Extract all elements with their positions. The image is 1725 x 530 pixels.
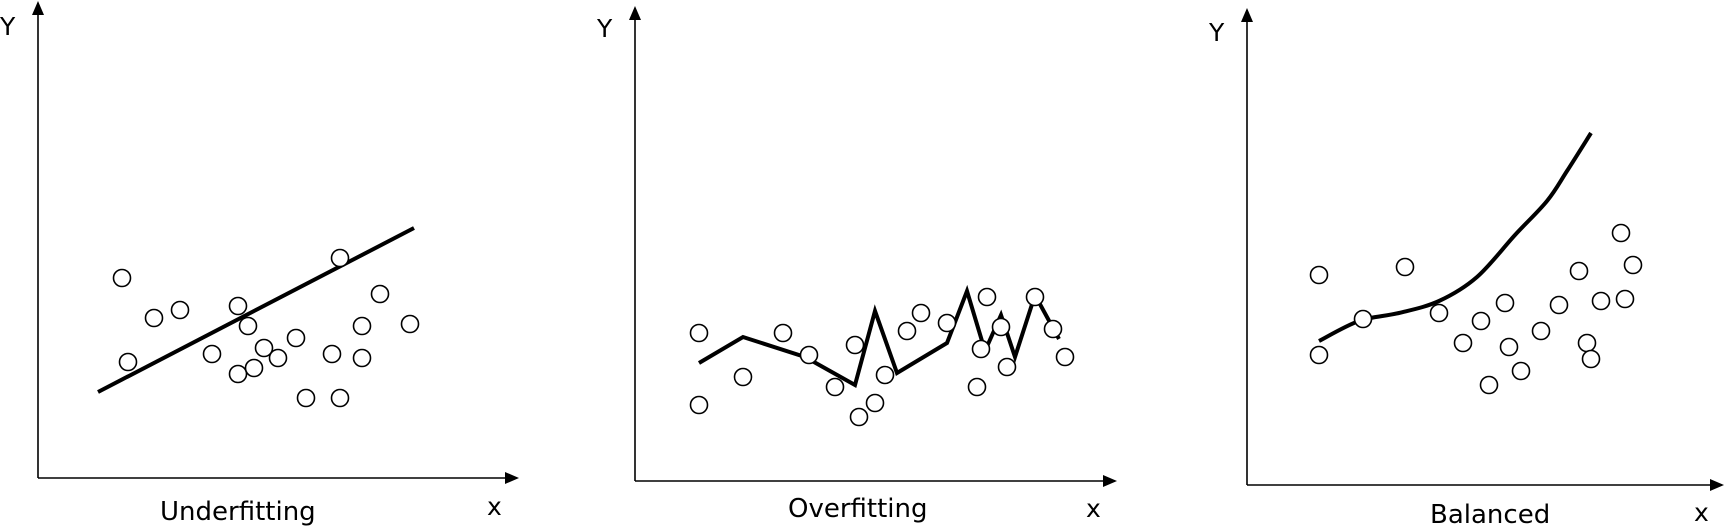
underfitting-data-point (352, 348, 372, 368)
overfitting-panel (629, 6, 1117, 487)
overfitting-data-point (967, 377, 987, 397)
underfitting-data-point (322, 344, 342, 364)
underfitting-fit-line (97, 226, 415, 394)
balanced-data-point (1495, 293, 1515, 313)
underfitting-data-point (244, 358, 264, 378)
balanced-data-point (1569, 261, 1589, 281)
underfitting-data-point (286, 328, 306, 348)
underfitting-panel (32, 1, 519, 484)
balanced-data-point (1499, 337, 1519, 357)
balanced-data-point (1395, 257, 1415, 277)
underfitting-data-point (400, 314, 420, 334)
overfitting-caption: Overfitting (788, 494, 928, 524)
underfitting-data-point (118, 352, 138, 372)
overfitting-data-point (937, 313, 957, 333)
overfitting-data-point (825, 377, 845, 397)
balanced-x-axis-label: x (1694, 498, 1709, 527)
balanced-data-point (1309, 345, 1329, 365)
balanced-caption: Balanced (1430, 500, 1551, 530)
overfitting-data-point (991, 317, 1011, 337)
overfitting-x-axis-label: x (1086, 494, 1101, 523)
underfitting-data-point (170, 300, 190, 320)
underfitting-y-axis-label: Y (0, 12, 16, 41)
balanced-data-point (1429, 303, 1449, 323)
balanced-fit-line (1318, 131, 1593, 343)
balanced-data-point (1611, 223, 1631, 243)
underfitting-data-point (268, 348, 288, 368)
overfitting-data-point (849, 407, 869, 427)
balanced-data-point (1549, 295, 1569, 315)
underfitting-data-point (254, 338, 274, 358)
underfitting-data-point (112, 268, 132, 288)
balanced-data-point (1531, 321, 1551, 341)
overfitting-data-point (845, 335, 865, 355)
underfitting-data-point (370, 284, 390, 304)
balanced-data-point (1353, 309, 1373, 329)
balanced-panel (1241, 8, 1724, 491)
overfitting-data-point (971, 339, 991, 359)
overfitting-data-point (997, 357, 1017, 377)
underfitting-data-point (330, 248, 350, 268)
overfitting-data-point (799, 345, 819, 365)
balanced-data-point (1615, 289, 1635, 309)
balanced-data-point (1453, 333, 1473, 353)
overfitting-data-point (897, 321, 917, 341)
underfitting-data-point (202, 344, 222, 364)
overfitting-y-axis-label: Y (597, 14, 613, 43)
underfitting-data-point (330, 388, 350, 408)
underfitting-data-point (238, 316, 258, 336)
underfitting-data-point (296, 388, 316, 408)
balanced-data-point (1581, 349, 1601, 369)
balanced-data-point (1511, 361, 1531, 381)
balanced-data-point (1471, 311, 1491, 331)
underfitting-data-point (352, 316, 372, 336)
overfitting-data-point (1025, 287, 1045, 307)
overfitting-data-point (1043, 319, 1063, 339)
overfitting-data-point (911, 303, 931, 323)
overfitting-data-point (865, 393, 885, 413)
overfitting-data-point (773, 323, 793, 343)
balanced-data-point (1479, 375, 1499, 395)
underfitting-x-axis-label: x (487, 492, 502, 521)
overfitting-data-point (977, 287, 997, 307)
overfitting-data-point (875, 365, 895, 385)
underfitting-data-point (144, 308, 164, 328)
underfitting-data-point (228, 296, 248, 316)
overfitting-data-point (689, 395, 709, 415)
overfitting-data-point (733, 367, 753, 387)
overfitting-data-point (689, 323, 709, 343)
overfitting-data-point (1055, 347, 1075, 367)
balanced-data-point (1623, 255, 1643, 275)
underfitting-caption: Underfitting (160, 497, 316, 527)
balanced-data-point (1309, 265, 1329, 285)
balanced-data-point (1577, 333, 1597, 353)
underfitting-data-point (228, 364, 248, 384)
balanced-data-point (1591, 291, 1611, 311)
balanced-y-axis-label: Y (1209, 18, 1225, 47)
